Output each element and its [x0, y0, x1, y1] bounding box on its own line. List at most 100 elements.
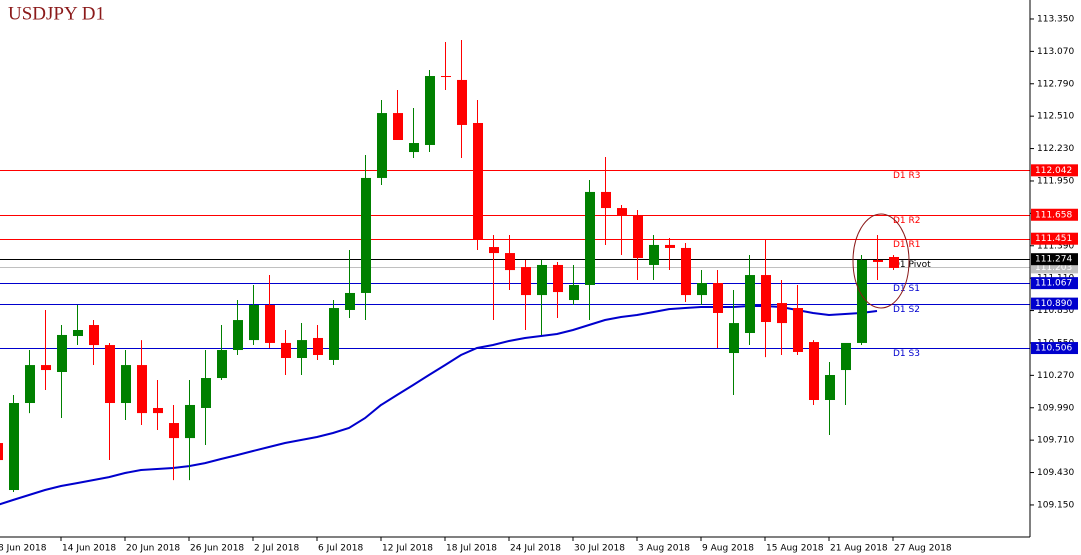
candle-body	[553, 264, 563, 293]
moving-average	[0, 305, 878, 506]
y-tick-label: 109.430	[1037, 468, 1074, 478]
pivot-level-name: D1 S1	[893, 284, 920, 294]
price-label: 111.451	[1035, 234, 1072, 244]
price-label: 110.506	[1035, 344, 1072, 354]
candle-body	[617, 208, 627, 215]
y-tick-label: 109.990	[1037, 403, 1074, 413]
x-tick-label: 26 Jun 2018	[190, 544, 244, 554]
y-tick-label: 111.390	[1037, 241, 1074, 251]
x-tick-label: 21 Aug 2018	[830, 544, 888, 554]
candle-body	[329, 308, 339, 360]
candle-body	[521, 267, 531, 296]
price-label: 110.890	[1035, 299, 1072, 309]
candle-body	[441, 76, 451, 78]
y-tick-label: 112.510	[1037, 112, 1074, 122]
x-tick-label: 15 Aug 2018	[766, 544, 824, 554]
candle-body	[633, 214, 643, 259]
candle-body	[313, 337, 323, 355]
pivot-level-name: D1 R1	[893, 240, 921, 250]
candle-body	[57, 334, 67, 373]
candle-body	[297, 340, 307, 358]
y-tick-label: 109.150	[1037, 500, 1074, 510]
price-label-box	[1031, 342, 1078, 355]
candle-body	[713, 283, 723, 313]
price-label-box	[1031, 253, 1078, 266]
x-tick-label: 9 Aug 2018	[702, 544, 754, 554]
candle-body	[137, 365, 147, 414]
candle-body	[121, 365, 131, 404]
y-tick-label: 109.710	[1037, 436, 1074, 446]
candle-body	[265, 305, 275, 343]
chart-title: USDJPY D1	[8, 3, 105, 24]
y-tick-label: 113.350	[1037, 14, 1074, 24]
candle-body	[729, 323, 739, 354]
x-tick-label: 8 Jun 2018	[0, 544, 47, 554]
candle-body	[361, 177, 371, 293]
candle-body	[665, 244, 675, 248]
candle-body	[649, 244, 659, 265]
candle-body	[841, 342, 851, 371]
candle-body	[825, 375, 835, 401]
candle-body	[681, 247, 691, 296]
y-tick-label: 111.950	[1037, 176, 1074, 186]
candle-body	[857, 259, 867, 343]
candle-body	[105, 345, 115, 404]
candle-body	[777, 303, 787, 324]
pivot-level-name: D1 Pivot	[893, 260, 931, 270]
candle-body	[393, 113, 403, 141]
candle-body	[425, 76, 435, 145]
candle-body	[345, 292, 355, 310]
candle-body	[9, 403, 19, 491]
candle-body	[809, 342, 819, 401]
candle-body	[409, 143, 419, 153]
x-tick-label: 6 Jul 2018	[318, 544, 363, 554]
candle-body	[249, 305, 259, 341]
candle-body	[217, 350, 227, 379]
candle-body	[537, 264, 547, 296]
price-label: 111.067	[1035, 279, 1072, 289]
price-label: 111.658	[1035, 210, 1072, 220]
candle-body	[569, 284, 579, 301]
candle-body	[281, 342, 291, 358]
x-tick-label: 18 Jul 2018	[446, 544, 497, 554]
candle-body	[89, 325, 99, 346]
candle-body	[889, 256, 899, 268]
candle-body	[201, 378, 211, 408]
candle-body	[41, 365, 51, 371]
candle-body	[73, 329, 83, 337]
candle-body	[153, 407, 163, 414]
candle-body	[489, 247, 499, 254]
candle-body	[873, 259, 883, 262]
candle-body	[585, 191, 595, 285]
pivot-level-name: D1 R2	[893, 216, 921, 226]
y-tick-label: 113.070	[1037, 47, 1074, 57]
price-label-box	[1031, 277, 1078, 290]
x-tick-label: 12 Jul 2018	[382, 544, 433, 554]
candle-body	[0, 443, 3, 461]
x-tick-label: 2 Jul 2018	[254, 544, 299, 554]
y-tick-label: 112.790	[1037, 79, 1074, 89]
pivot-level-name: D1 S2	[893, 305, 920, 315]
candle-body	[601, 191, 611, 209]
price-label-box	[1031, 232, 1078, 245]
x-tick-label: 27 Aug 2018	[894, 544, 952, 554]
y-tick-label: 112.230	[1037, 144, 1074, 154]
plot-area: D1 R3 D1 R2 D1 R1 D1 Pivot D1 S1 D1 S2 D1 S3	[0, 40, 1030, 506]
price-label-box	[1031, 164, 1078, 177]
candle-body	[233, 320, 243, 351]
candle-body	[745, 275, 755, 334]
pivot-level-name: D1 R3	[893, 171, 921, 181]
candle-body	[185, 404, 195, 439]
x-tick-label: 14 Jun 2018	[62, 544, 116, 554]
candle-body	[697, 283, 707, 296]
y-tick-label: 110.270	[1037, 371, 1074, 381]
candle-body	[793, 308, 803, 352]
price-label-box	[1031, 208, 1078, 221]
x-tick-label: 24 Jul 2018	[510, 544, 561, 554]
candle-body	[457, 79, 467, 125]
price-label: 111.203	[1035, 263, 1072, 273]
y-tick-label: 110.830	[1037, 306, 1074, 316]
x-tick-label: 30 Jul 2018	[574, 544, 625, 554]
pivot-level-name: D1 S3	[893, 349, 920, 359]
